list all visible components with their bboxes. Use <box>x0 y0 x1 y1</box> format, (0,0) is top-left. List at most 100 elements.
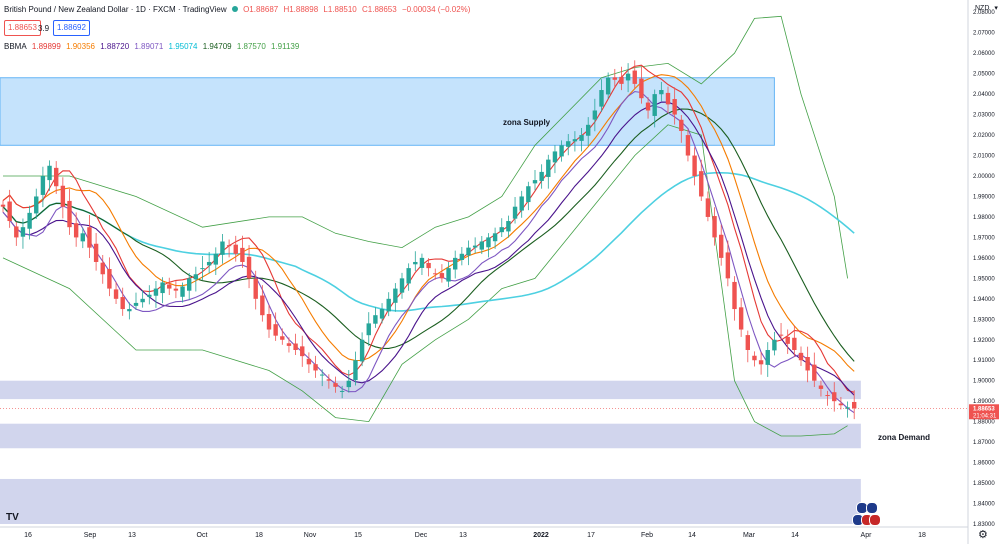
candle-body[interactable] <box>605 77 611 95</box>
event-flag-icon[interactable] <box>869 514 881 526</box>
candle-body[interactable] <box>812 364 817 381</box>
candle-body[interactable] <box>127 309 132 312</box>
candle-body[interactable] <box>0 204 6 207</box>
candle-body[interactable] <box>619 76 624 84</box>
candle-body[interactable] <box>772 339 777 351</box>
candle-body[interactable] <box>120 297 125 310</box>
candle-body[interactable] <box>745 335 750 350</box>
candle-body[interactable] <box>193 274 199 280</box>
candle-body[interactable] <box>87 227 92 248</box>
candle-body[interactable] <box>599 90 604 107</box>
candle-body[interactable] <box>373 315 378 324</box>
candle-body[interactable] <box>532 180 538 184</box>
candle-body[interactable] <box>379 309 385 319</box>
candle-body[interactable] <box>413 261 418 265</box>
event-flag-icon[interactable] <box>866 502 878 514</box>
candle-body[interactable] <box>27 212 32 229</box>
candle-body[interactable] <box>512 206 518 219</box>
candle-body[interactable] <box>459 253 465 260</box>
candle-body[interactable] <box>173 288 179 291</box>
buy-button[interactable]: 1.88692 <box>53 20 90 36</box>
candle-body[interactable] <box>213 253 218 265</box>
candle-body[interactable] <box>725 252 731 279</box>
candle-body[interactable] <box>286 343 292 346</box>
candle-body[interactable] <box>758 360 764 365</box>
candle-body[interactable] <box>526 186 531 203</box>
candle-body[interactable] <box>253 278 258 299</box>
candle-body[interactable] <box>586 124 591 136</box>
candle-body[interactable] <box>60 185 66 207</box>
candle-body[interactable] <box>359 339 365 362</box>
zone-box[interactable] <box>0 478 861 524</box>
candle-body[interactable] <box>492 233 498 242</box>
candle-body[interactable] <box>778 334 784 336</box>
symbol-legend[interactable]: British Pound / New Zealand Dollar · 1D … <box>4 5 473 14</box>
candle-body[interactable] <box>147 294 152 297</box>
candle-body[interactable] <box>80 233 85 242</box>
events-icons[interactable] <box>852 502 881 528</box>
candle-body[interactable] <box>273 324 278 336</box>
candle-body[interactable] <box>180 286 185 297</box>
candle-body[interactable] <box>107 269 112 289</box>
candle-body[interactable] <box>752 355 757 361</box>
candle-body[interactable] <box>825 395 830 397</box>
sell-button[interactable]: 1.88653 <box>4 20 41 36</box>
candle-body[interactable] <box>339 390 345 392</box>
candle-body[interactable] <box>226 245 232 247</box>
candle-body[interactable] <box>798 352 804 361</box>
candle-body[interactable] <box>40 176 46 195</box>
candle-body[interactable] <box>260 295 265 316</box>
candle-body[interactable] <box>679 119 684 131</box>
candle-body[interactable] <box>665 92 671 105</box>
candle-body[interactable] <box>566 141 571 147</box>
candle-body[interactable] <box>712 216 717 238</box>
candle-body[interactable] <box>333 383 338 387</box>
candle-body[interactable] <box>366 323 371 336</box>
candle-body[interactable] <box>93 243 99 262</box>
candle-body[interactable] <box>54 167 59 187</box>
candle-body[interactable] <box>399 278 405 293</box>
indicator-legend[interactable]: BBMA 1.89899 1.90356 1.88720 1.89071 1.9… <box>4 42 302 51</box>
candle-body[interactable] <box>426 262 431 269</box>
candle-body[interactable] <box>100 262 105 275</box>
candle-body[interactable] <box>220 241 225 255</box>
candle-body[interactable] <box>845 407 850 409</box>
candle-body[interactable] <box>14 226 19 238</box>
candle-body[interactable] <box>346 380 351 388</box>
candle-body[interactable] <box>692 155 697 176</box>
candle-body[interactable] <box>659 90 664 95</box>
candle-body[interactable] <box>785 336 790 344</box>
candle-body[interactable] <box>699 171 704 197</box>
candle-body[interactable] <box>652 94 657 116</box>
candle-body[interactable] <box>266 314 272 330</box>
candle-body[interactable] <box>685 135 691 156</box>
currency-label[interactable]: NZD ▾ <box>975 4 1000 12</box>
candle-body[interactable] <box>206 261 212 266</box>
candle-body[interactable] <box>838 403 844 406</box>
zone-box[interactable] <box>0 380 861 400</box>
candle-body[interactable] <box>765 350 770 365</box>
candle-body[interactable] <box>419 257 425 268</box>
candle-body[interactable] <box>67 200 72 228</box>
candle-body[interactable] <box>632 70 637 84</box>
candle-body[interactable] <box>466 247 471 256</box>
candle-body[interactable] <box>133 302 139 306</box>
candle-body[interactable] <box>446 268 451 282</box>
candle-body[interactable] <box>140 298 145 303</box>
candle-body[interactable] <box>472 245 478 248</box>
candle-body[interactable] <box>592 110 598 120</box>
candle-body[interactable] <box>7 201 12 222</box>
candle-body[interactable] <box>546 159 551 177</box>
candle-body[interactable] <box>160 282 165 294</box>
candle-body[interactable] <box>499 227 504 233</box>
candle-body[interactable] <box>187 278 192 291</box>
candle-body[interactable] <box>579 135 584 141</box>
candle-body[interactable] <box>486 237 491 248</box>
candle-body[interactable] <box>519 196 524 211</box>
candle-body[interactable] <box>326 379 332 381</box>
candle-body[interactable] <box>406 268 411 284</box>
candle-body[interactable] <box>433 273 438 275</box>
candle-body[interactable] <box>439 273 445 279</box>
candle-body[interactable] <box>246 256 252 279</box>
candle-body[interactable] <box>705 198 711 217</box>
